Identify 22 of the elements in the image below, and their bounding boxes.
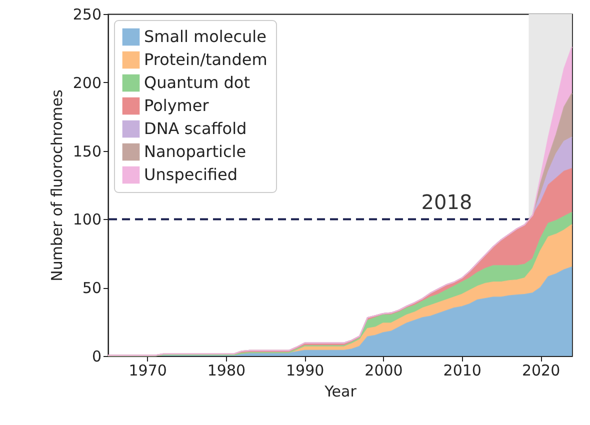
y-tick-label: 50 <box>82 279 102 298</box>
legend-label: Unspecified <box>144 165 238 184</box>
x-tick-label: 2010 <box>443 362 482 380</box>
legend-label: Protein/tandem <box>144 50 268 69</box>
x-tick-label: 1970 <box>128 362 167 380</box>
x-tick-label: 1990 <box>286 362 324 380</box>
legend-label: Nanoparticle <box>144 142 246 161</box>
y-tick-label: 250 <box>72 6 102 24</box>
y-tick-label: 0 <box>92 348 102 366</box>
legend-label: Small molecule <box>144 27 266 46</box>
y-tick-label: 150 <box>72 142 102 160</box>
legend-label: DNA scaffold <box>144 119 247 138</box>
x-tick-label: 2000 <box>364 362 403 380</box>
y-axis-title: Number of fluorochromes <box>48 89 66 282</box>
annotation: 2018 <box>421 190 472 214</box>
legend-label: Quantum dot <box>144 73 250 92</box>
x-tick-label: 1980 <box>207 362 246 380</box>
legend-label: Polymer <box>144 96 210 115</box>
x-axis-title: Year <box>324 382 358 400</box>
y-tick-label: 200 <box>72 74 102 92</box>
x-tick-label: 2020 <box>522 362 560 380</box>
y-tick-label: 100 <box>72 210 102 229</box>
